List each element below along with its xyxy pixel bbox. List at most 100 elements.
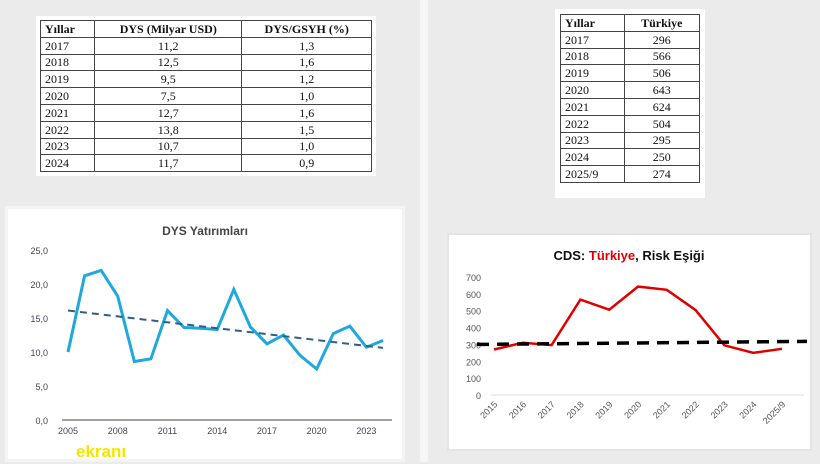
- dys-chart: DYS Yatırımları 0,0 5,0 10,0 15,0 20,0 25,0 200…: [30, 224, 392, 436]
- table-cell: 10,7: [94, 137, 243, 156]
- table-row: 2021 624: [560, 97, 700, 116]
- table-cell: 2018: [560, 47, 625, 66]
- table-cell: 13,8: [94, 120, 243, 139]
- table-cell: 2024: [39, 154, 96, 173]
- table-cell: 274: [623, 165, 700, 183]
- table-cell: 295: [623, 131, 700, 150]
- table-row: 2023 295: [560, 131, 700, 150]
- x-tick-label: 2023: [709, 399, 730, 420]
- x-tick-label: 2017: [536, 399, 557, 420]
- table-cell: 11,7: [94, 154, 243, 173]
- table-cell: 2019: [39, 70, 96, 89]
- table-row: 2018 12,5 1,6: [39, 53, 372, 72]
- table-row: 2025/9 274: [560, 165, 700, 183]
- table-cell: 566: [623, 47, 700, 66]
- x-tick-label: 2008: [108, 426, 128, 436]
- table-row: 2022 13,8 1,5: [39, 120, 372, 139]
- dys-chart-panel: DYS Yatırımları 0,0 5,0 10,0 15,0 20,0 25,0 200…: [5, 206, 405, 462]
- chart-title-part: CDS:: [553, 248, 588, 263]
- y-tick-label: 400: [466, 324, 481, 334]
- table-row: 2020 643: [560, 81, 700, 99]
- x-tick-label: 2024: [737, 399, 758, 420]
- table-row: 2024 11,7 0,9: [39, 154, 372, 173]
- y-tick-label: 0,0: [35, 416, 48, 426]
- table-row: 2017 11,2 1,3: [39, 36, 372, 55]
- table-row: 2023 10,7 1,0: [39, 137, 372, 156]
- table-cell: 0,9: [241, 154, 372, 173]
- cds-table: Yıllar Türkiye 2017 296 2018 566 2019 506 2020 64…: [560, 14, 700, 183]
- y-tick-label: 100: [466, 374, 481, 384]
- table-row: 2022 504: [560, 114, 700, 133]
- table-cell: 1,3: [241, 36, 372, 55]
- table-cell: 2020: [560, 81, 625, 99]
- x-tick-label: 2021: [651, 399, 672, 420]
- y-tick-label: 15,0: [30, 314, 48, 324]
- table-cell: 7,5: [94, 87, 243, 105]
- table-cell: 2023: [560, 131, 625, 150]
- table-cell: 2017: [39, 36, 96, 55]
- dys-line: [66, 268, 384, 372]
- cds-chart: CDS: Türkiye, Risk Eşiği 0 100 200 300 400 500…: [466, 248, 808, 426]
- table-cell: 12,5: [94, 53, 243, 72]
- table-cell: 504: [623, 114, 700, 133]
- trend-line: [67, 309, 384, 349]
- table-cell: 9,5: [94, 70, 243, 89]
- table-cell: 643: [623, 81, 700, 99]
- table-cell: 2019: [560, 64, 625, 83]
- table-cell: 1,0: [241, 137, 372, 156]
- x-tick-label: 2022: [680, 399, 701, 420]
- y-tick-label: 5,0: [35, 382, 48, 392]
- x-tick-label: 2019: [593, 399, 614, 420]
- table-cell: 1,6: [241, 53, 372, 72]
- dys-table: Yıllar DYS (Milyar USD) DYS/GSYH (%) 2017 11…: [39, 20, 372, 173]
- table-cell: 1,2: [241, 70, 372, 89]
- table-row: 2017 296: [560, 30, 700, 49]
- x-tick-label: 2020: [307, 426, 327, 436]
- y-tick-label: 500: [466, 307, 481, 317]
- x-tick-label: 2016: [507, 399, 528, 420]
- table-cell: 12,7: [94, 103, 243, 122]
- table-cell: 2020: [39, 87, 96, 105]
- y-tick-label: 300: [466, 340, 481, 350]
- table-cell: 624: [623, 97, 700, 116]
- x-tick-label: 2023: [356, 426, 376, 436]
- table-row: 2021 12,7 1,6: [39, 103, 372, 122]
- chart-title: CDS: Türkiye, Risk Eşiği: [553, 248, 704, 263]
- y-tick-label: 10,0: [30, 348, 48, 358]
- table-cell: 1,6: [241, 103, 372, 122]
- table-cell: 2023: [39, 137, 96, 156]
- table-cell: 2022: [39, 120, 96, 139]
- table-cell: 1,5: [241, 120, 372, 139]
- y-tick-label: 600: [466, 290, 481, 300]
- chart-title-part: Türkiye: [589, 248, 635, 263]
- x-tick-label: 2015: [478, 399, 499, 420]
- column-header: DYS/GSYH (%): [241, 20, 372, 38]
- x-tick-label: 2005: [58, 426, 78, 436]
- table-row: 2019 506: [560, 64, 700, 83]
- table-row: 2018 566: [560, 47, 700, 66]
- table-cell: 2025/9: [560, 165, 625, 183]
- watermark: ekranı: [76, 442, 127, 461]
- table-cell: 11,2: [94, 36, 243, 55]
- table-cell: 250: [623, 148, 700, 167]
- table-cell: 2021: [560, 97, 625, 116]
- x-tick-label: 2018: [565, 399, 586, 420]
- table-row: 2020 7,5 1,0: [39, 87, 372, 105]
- x-tick-label: 2011: [158, 426, 177, 436]
- table-row: 2019 9,5 1,2: [39, 70, 372, 89]
- x-tick-label: 2025/9: [761, 399, 788, 426]
- divider: [420, 0, 428, 462]
- risk-threshold-line: [476, 339, 808, 347]
- table-cell: 296: [623, 30, 700, 49]
- table-cell: 1,0: [241, 87, 372, 105]
- table-cell: 2024: [560, 148, 625, 167]
- table-cell: 2017: [560, 30, 625, 49]
- y-tick-label: 25,0: [30, 246, 48, 256]
- x-tick-label: 2017: [257, 426, 277, 436]
- y-tick-label: 0: [476, 391, 481, 401]
- x-tick-label: 2014: [207, 426, 227, 436]
- table-cell: 2018: [39, 53, 96, 72]
- table-cell: 506: [623, 64, 700, 83]
- column-header: Yıllar: [39, 20, 96, 38]
- y-tick-label: 20,0: [30, 280, 48, 290]
